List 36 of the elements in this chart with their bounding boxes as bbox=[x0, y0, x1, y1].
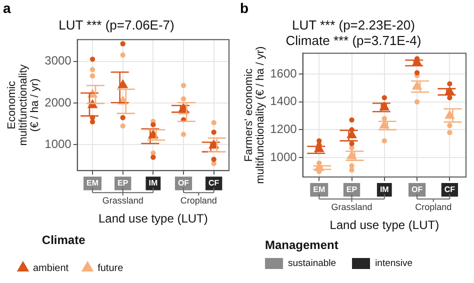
x-tick-label: EP bbox=[346, 185, 358, 194]
x-tick-label: CF bbox=[444, 185, 456, 194]
x-tick-label: IM bbox=[148, 178, 158, 188]
y-axis-title: Farmers' economic multifunctionality (€ / ha / yr) bbox=[242, 46, 266, 184]
text: intensive bbox=[375, 258, 413, 269]
x-tick-label: EM bbox=[313, 185, 326, 194]
y-tick-label: 1600 bbox=[270, 66, 298, 80]
text: Grassland bbox=[102, 196, 144, 206]
text: Grassland bbox=[331, 202, 372, 212]
y-tick-label: 1000 bbox=[270, 150, 298, 164]
y-tick-label: 1000 bbox=[44, 137, 72, 152]
x-tick-label: OF bbox=[411, 185, 423, 194]
text: a bbox=[3, 0, 11, 16]
x-axis-title: Land use type (LUT) bbox=[98, 212, 208, 226]
legend-label: ambient bbox=[33, 262, 69, 274]
chart-title: LUT *** (p=7.06E-7) bbox=[58, 17, 174, 32]
legend-title: Climate bbox=[42, 232, 86, 247]
chart-subtitle: Climate *** (p=3.71E-4) bbox=[286, 32, 422, 48]
y-tick-label: 1200 bbox=[270, 122, 298, 136]
x-tick-label: EM bbox=[86, 178, 99, 188]
x-tick-label: OF bbox=[178, 178, 190, 188]
text: Cropland bbox=[415, 202, 452, 212]
y-tick-label: 2000 bbox=[44, 95, 72, 110]
text: Cropland bbox=[180, 196, 217, 206]
x-tick-label: IM bbox=[380, 185, 390, 194]
x-tick-label: CF bbox=[208, 178, 220, 188]
x-axis-title: Land use type (LUT) bbox=[330, 218, 440, 232]
y-axis-title: Economic multifunctionality (€ / ha / yr) bbox=[6, 64, 41, 146]
text: b bbox=[240, 0, 249, 16]
text: sustainable bbox=[288, 258, 336, 269]
y-tick-label: 3000 bbox=[44, 54, 72, 68]
text: Management bbox=[265, 238, 340, 252]
x-tick-label: EP bbox=[118, 178, 129, 188]
chart-title: LUT *** (p=2.23E-20) bbox=[292, 17, 415, 32]
y-tick-label: 1400 bbox=[270, 94, 298, 108]
legend-label: future bbox=[98, 262, 124, 274]
